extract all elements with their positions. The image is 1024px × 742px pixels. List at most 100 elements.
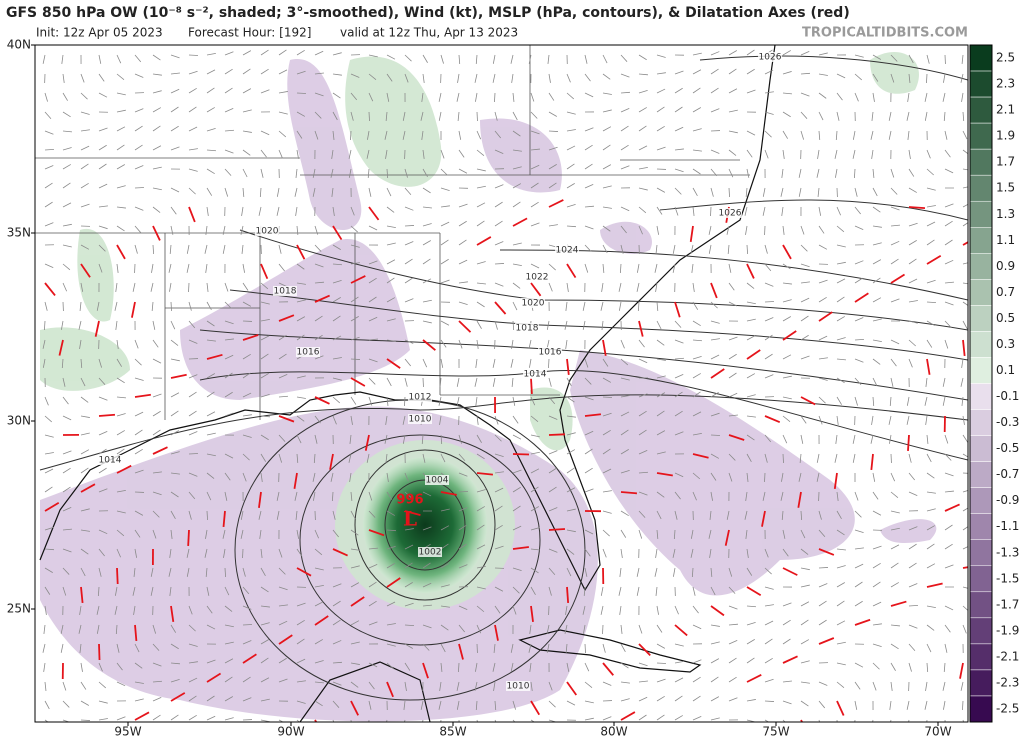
wind-barb: [188, 605, 193, 615]
dilatation-axis: [170, 692, 186, 702]
wind-barb: [116, 413, 126, 417]
wind-barb: [818, 529, 826, 538]
wind-barb: [404, 472, 409, 482]
wind-barb: [710, 453, 720, 459]
wind-barb: [872, 187, 878, 197]
wind-barb: [348, 168, 352, 178]
wind-barb: [170, 510, 176, 520]
wind-barb: [80, 163, 89, 170]
wind-barb: [728, 657, 737, 664]
wind-barb: [656, 225, 659, 235]
dilatation-axis: [854, 292, 869, 303]
wind-barb: [548, 486, 557, 493]
wind-barb: [421, 434, 424, 445]
wind-barb: [944, 524, 953, 531]
wind-barb: [602, 244, 608, 254]
wind-barb: [800, 548, 809, 555]
wind-barb: [475, 358, 478, 368]
wind-barb: [710, 412, 720, 417]
wind-barb: [926, 472, 935, 479]
wind-barb: [133, 605, 136, 615]
wind-barb: [728, 168, 734, 178]
colorbar-cell: [969, 227, 993, 254]
wind-barb: [746, 394, 756, 398]
wind-barb: [242, 676, 251, 683]
wind-barb: [836, 337, 846, 341]
wind-barb: [566, 396, 575, 403]
wind-barb: [854, 529, 864, 534]
wind-barb: [422, 320, 432, 324]
dilatation-axis: [170, 373, 187, 379]
wind-barb: [224, 586, 230, 596]
dilatation-axis: [692, 453, 709, 459]
wind-barb: [422, 526, 432, 531]
wind-barb: [350, 582, 360, 588]
wind-barb: [494, 471, 504, 474]
wind-barb: [134, 165, 144, 170]
wind-barb: [132, 282, 136, 292]
wind-barb: [638, 491, 648, 496]
wind-barb: [134, 144, 143, 151]
wind-barb: [942, 92, 946, 102]
wind-barb: [799, 453, 802, 463]
wind-barb: [188, 168, 198, 172]
wind-barb: [674, 187, 682, 195]
wind-barb: [800, 315, 809, 322]
wind-barb: [206, 391, 215, 398]
wind-barb: [710, 108, 720, 113]
dilatation-axis: [548, 199, 564, 208]
wind-barb: [476, 339, 479, 349]
wind-barb: [440, 221, 450, 227]
colorbar-label: -0.1: [996, 389, 1019, 403]
wind-barb: [386, 73, 393, 82]
wind-barb: [368, 662, 378, 668]
dilatation-axis: [187, 529, 190, 547]
wind-barb: [422, 187, 431, 194]
wind-barb: [205, 225, 208, 235]
wind-barb: [602, 206, 612, 209]
watermark: TROPICALTIDBITS.COM: [802, 26, 968, 41]
wind-barb: [152, 714, 161, 721]
wind-barb: [638, 225, 643, 235]
wind-barb: [818, 130, 821, 141]
wind-barb: [368, 260, 378, 265]
wind-barb: [944, 259, 954, 265]
wind-barb: [296, 434, 302, 444]
wind-barb: [332, 263, 343, 266]
wind-barb: [566, 415, 576, 418]
wind-barb: [762, 206, 766, 216]
wind-barb: [890, 544, 900, 550]
wind-barb: [80, 508, 90, 512]
wind-barb: [314, 334, 323, 341]
colorbar-label: 2.3: [996, 77, 1015, 91]
dilatation-axis: [584, 413, 602, 417]
wind-barb: [854, 600, 863, 607]
wind-barb: [332, 529, 339, 538]
dilatation-axis: [44, 502, 60, 512]
wind-barb: [584, 144, 593, 151]
wind-barb: [116, 73, 125, 80]
wind-barb: [458, 490, 469, 493]
wind-barb: [331, 491, 334, 502]
wind-barb: [494, 241, 504, 246]
wind-barb: [852, 149, 856, 159]
wind-barb: [350, 225, 358, 233]
wind-barb: [728, 50, 738, 56]
wind-barb: [655, 586, 658, 596]
wind-barb: [512, 719, 516, 722]
wind-barb: [656, 54, 666, 58]
contour-label-bg: [555, 245, 579, 255]
wind-barb: [474, 377, 478, 387]
wind-barb: [728, 472, 733, 482]
wind-barb: [908, 543, 917, 550]
wind-barb: [764, 353, 773, 360]
wind-barb: [709, 548, 712, 558]
wind-barb: [908, 320, 918, 324]
wind-barb: [98, 396, 108, 401]
wind-barb: [224, 491, 228, 501]
wind-barb: [872, 491, 879, 500]
dilatation-axis: [674, 624, 688, 637]
wind-barb: [224, 187, 229, 197]
wind-barb: [906, 700, 910, 710]
wind-barb: [871, 111, 874, 121]
